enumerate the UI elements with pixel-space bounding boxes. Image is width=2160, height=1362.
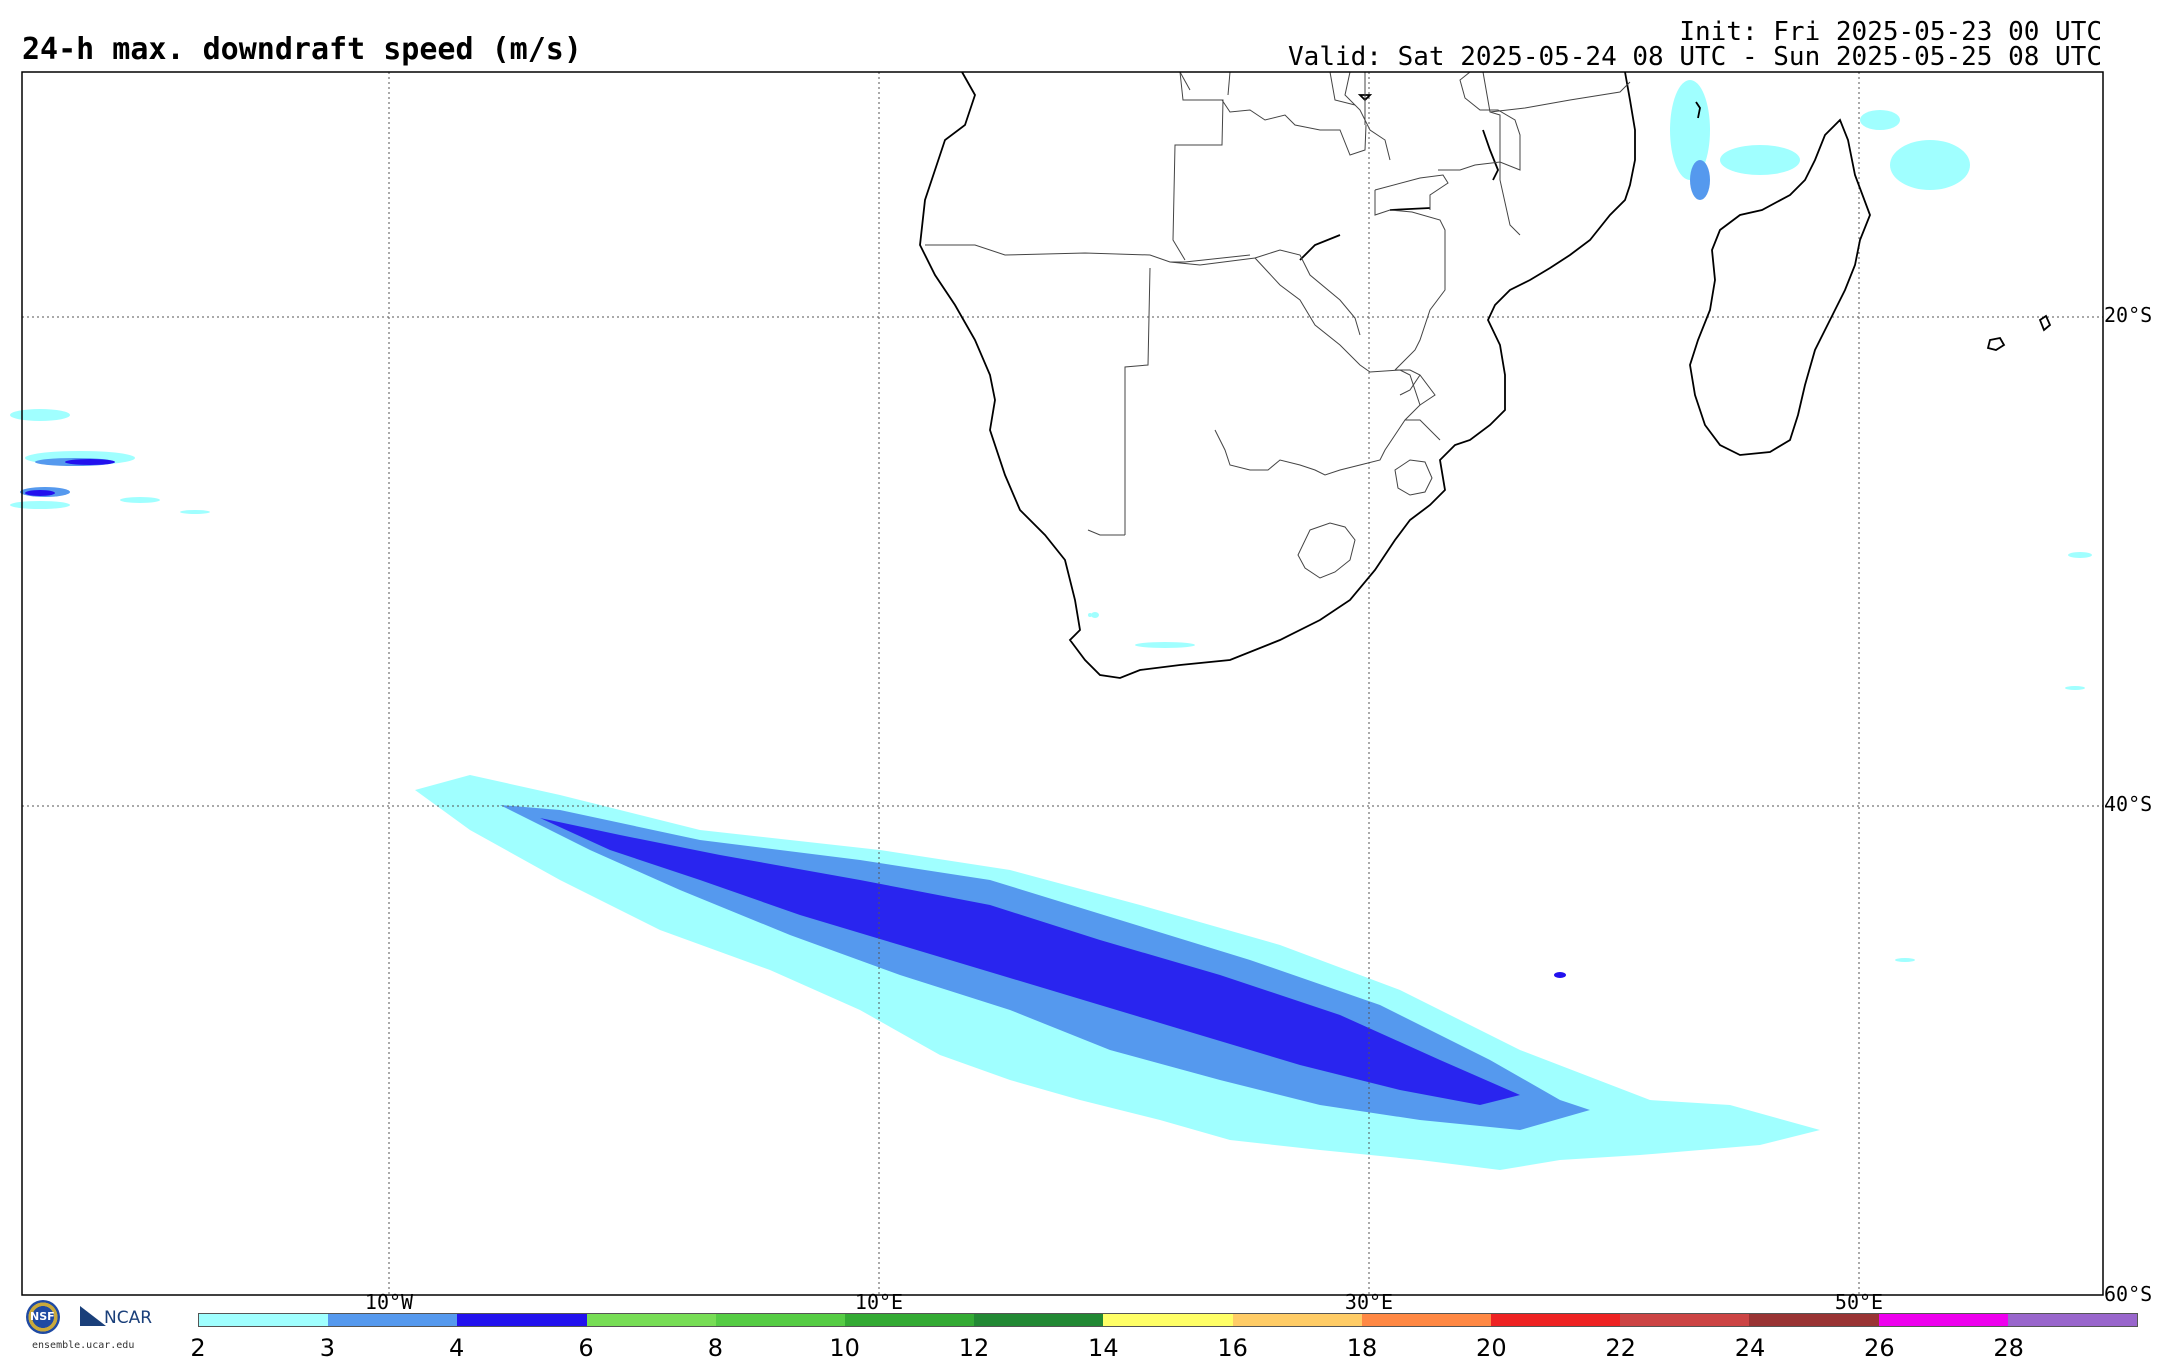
time-info: Init: Fri 2025-05-23 00 UTC Valid: Sat 2…: [1288, 17, 2102, 72]
colorbar-tick-label: 16: [1217, 1334, 1248, 1362]
africa-coast: [919, 71, 1636, 679]
lon-label-10e: 10°E: [854, 1290, 904, 1314]
colorbar-tick-label: 3: [319, 1334, 335, 1362]
colorbar-tick-label: 4: [449, 1334, 465, 1362]
site-url[interactable]: ensemble.ucar.edu: [32, 1340, 135, 1351]
colorbar: [198, 1313, 2138, 1327]
eswatini: [1394, 459, 1433, 496]
colorbar-segment: [1878, 1314, 2008, 1326]
lake-kariba: [1299, 234, 1341, 261]
nsf-logo-text: NSF: [30, 1310, 55, 1323]
lon-label-10w: 10°W: [364, 1290, 414, 1314]
colorbar-segment: [1749, 1314, 1879, 1326]
colorbar-tick-label: 8: [707, 1334, 723, 1362]
colorbar-tick-label: 14: [1088, 1334, 1119, 1362]
logos: NSF NCAR ensemble.ucar.edu: [22, 1300, 162, 1354]
colorbar-tick-label: 24: [1734, 1334, 1766, 1362]
colorbar-segment: [715, 1314, 846, 1326]
lesotho: [1297, 522, 1356, 579]
colorbar-tick-label: 12: [958, 1334, 990, 1362]
scattered-cells-atlantic: [10, 409, 210, 514]
lake-victoria-shore: [1389, 207, 1431, 211]
colorbar-segment: [845, 1314, 975, 1326]
scattered-cells-indian-ocean: [1088, 80, 2092, 978]
colorbar-segment: [199, 1314, 329, 1326]
colorbar-tick-label: 6: [578, 1334, 594, 1362]
graticule: [22, 72, 2103, 1295]
lon-label-30e: 30°E: [1344, 1290, 1394, 1314]
init-time: Init: Fri 2025-05-23 00 UTC: [1679, 17, 2102, 47]
nsf-logo-icon: [26, 1300, 60, 1334]
colorbar-segment: [1103, 1314, 1233, 1326]
lat-label-40s: 40°S: [2104, 792, 2153, 816]
colorbar-segment: [586, 1314, 716, 1326]
colorbar-segment: [457, 1314, 587, 1326]
lake-malawi: [1482, 129, 1499, 181]
colorbar-tick-label: 28: [1993, 1334, 2024, 1362]
colorbar-segment: [328, 1314, 458, 1326]
downdraft-swath: [10, 80, 2092, 1170]
colorbar-segment: [2007, 1314, 2138, 1326]
comoros: [1695, 101, 1701, 119]
ncar-logo-text: NCAR: [104, 1308, 153, 1328]
country-borders: [925, 71, 1631, 579]
colorbar-segment: [974, 1314, 1104, 1326]
coastlines: [919, 71, 2052, 679]
colorbar-tick-label: 10: [829, 1334, 860, 1362]
reunion: [1986, 336, 2006, 351]
lat-label-60s: 60°S: [2104, 1282, 2153, 1306]
mauritius: [2038, 314, 2052, 332]
map-title: 24-h max. downdraft speed (m/s): [22, 32, 582, 67]
colorbar-segment: [1620, 1314, 1750, 1326]
colorbar-segment: [1491, 1314, 1621, 1326]
lon-label-50e: 50°E: [1834, 1290, 1884, 1314]
madagascar-coast: [1689, 118, 1871, 456]
colorbar-tick-label: 26: [1864, 1334, 1895, 1362]
valid-time: Valid: Sat 2025-05-24 08 UTC - Sun 2025-…: [1288, 42, 2102, 72]
colorbar-tick-label: 22: [1605, 1334, 1636, 1362]
colorbar-segment: [1232, 1314, 1362, 1326]
colorbar-tick-label: 20: [1476, 1334, 1507, 1362]
lat-label-20s: 20°S: [2104, 303, 2153, 327]
colorbar-segment: [1361, 1314, 1492, 1326]
colorbar-tick-label: 18: [1346, 1334, 1378, 1362]
map-frame: [21, 71, 2104, 1296]
ncar-logo-icon: [80, 1306, 106, 1326]
colorbar-tick-label: 2: [190, 1334, 206, 1362]
swath-dark: [540, 818, 1520, 1105]
